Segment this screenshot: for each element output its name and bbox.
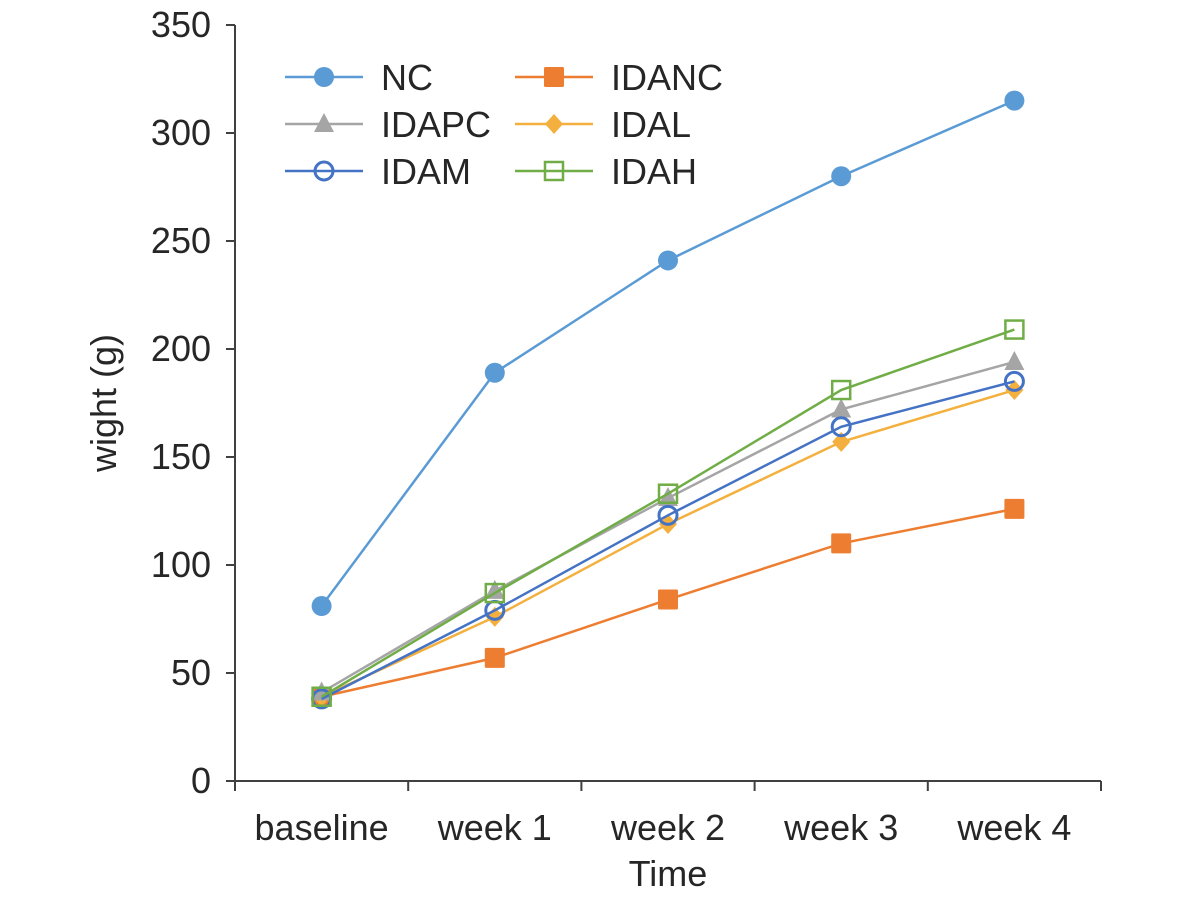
x-tick-label: week 3: [783, 807, 898, 848]
legend-label: IDANC: [611, 57, 723, 98]
y-tick-label: 350: [151, 4, 211, 45]
data-point: [831, 166, 852, 187]
data-point: [1004, 350, 1025, 370]
legend-item-idah: IDAH: [515, 151, 697, 192]
series-line-idal: [321, 388, 1015, 698]
legend-label: IDAPC: [381, 104, 491, 145]
legend-label: IDAL: [611, 104, 691, 145]
series-idam: [311, 370, 1025, 710]
x-axis: baseline week 1 week 2 week 3 week 4: [234, 780, 1102, 848]
y-tick-label: 250: [151, 220, 211, 261]
data-point: [658, 487, 678, 507]
data-point: [484, 647, 505, 668]
data-point: [311, 686, 332, 708]
legend-label: IDAM: [381, 151, 471, 192]
y-tick-label: 0: [191, 760, 211, 801]
x-tick-label: week 4: [956, 807, 1071, 848]
data-point: [1004, 90, 1025, 111]
y-tick-label: 200: [151, 328, 211, 369]
series-line-idah: [320, 328, 1015, 698]
y-tick-label: 300: [151, 112, 211, 153]
data-point: [1004, 498, 1025, 519]
legend-marker: [545, 114, 563, 134]
y-axis-label: wight (g): [83, 334, 124, 473]
series-idanc: [311, 498, 1025, 707]
data-point: [831, 398, 852, 418]
data-point: [657, 504, 679, 526]
data-point: [830, 416, 852, 438]
series-idah: [311, 319, 1025, 708]
legend-marker: [314, 67, 334, 87]
data-point: [311, 596, 332, 617]
data-point: [484, 582, 506, 604]
legend-item-nc: NC: [285, 57, 433, 98]
data-point: [1003, 370, 1025, 392]
legend-marker: [313, 160, 335, 182]
legend-marker: [544, 67, 564, 87]
y-tick-label: 150: [151, 436, 211, 477]
data-point: [657, 483, 679, 504]
series-nc: [311, 90, 1025, 617]
data-point: [1004, 319, 1025, 340]
x-tick-label: week 1: [437, 807, 552, 848]
series-idal: [312, 380, 1024, 707]
legend-marker: [543, 160, 565, 182]
y-axis: 0 50 100 150 200 250 300 350: [151, 4, 236, 801]
legend-item-idanc: IDANC: [515, 57, 723, 98]
legend-item-idal: IDAL: [515, 104, 691, 145]
x-axis-label: Time: [629, 853, 708, 894]
legend-marker: [314, 113, 334, 132]
data-point: [484, 362, 505, 383]
legend-label: NC: [381, 57, 433, 98]
y-tick-label: 50: [171, 652, 211, 693]
data-point: [831, 533, 852, 554]
data-point: [658, 589, 678, 610]
y-tick-label: 100: [151, 544, 211, 585]
series-line-idam: [321, 380, 1015, 701]
data-point: [484, 579, 505, 599]
legend-item-idapc: IDAPC: [285, 104, 491, 145]
data-point: [832, 431, 851, 452]
x-tick-label: week 2: [610, 807, 725, 848]
data-point: [830, 379, 852, 401]
legend-item-idam: IDAM: [285, 151, 471, 192]
series-group: [311, 90, 1025, 710]
data-point: [658, 250, 678, 271]
x-tick-label: baseline: [255, 807, 389, 848]
legend-label: IDAH: [611, 151, 697, 192]
legend: NC IDANC IDAPC IDAL IDAM IDAH: [285, 57, 723, 192]
